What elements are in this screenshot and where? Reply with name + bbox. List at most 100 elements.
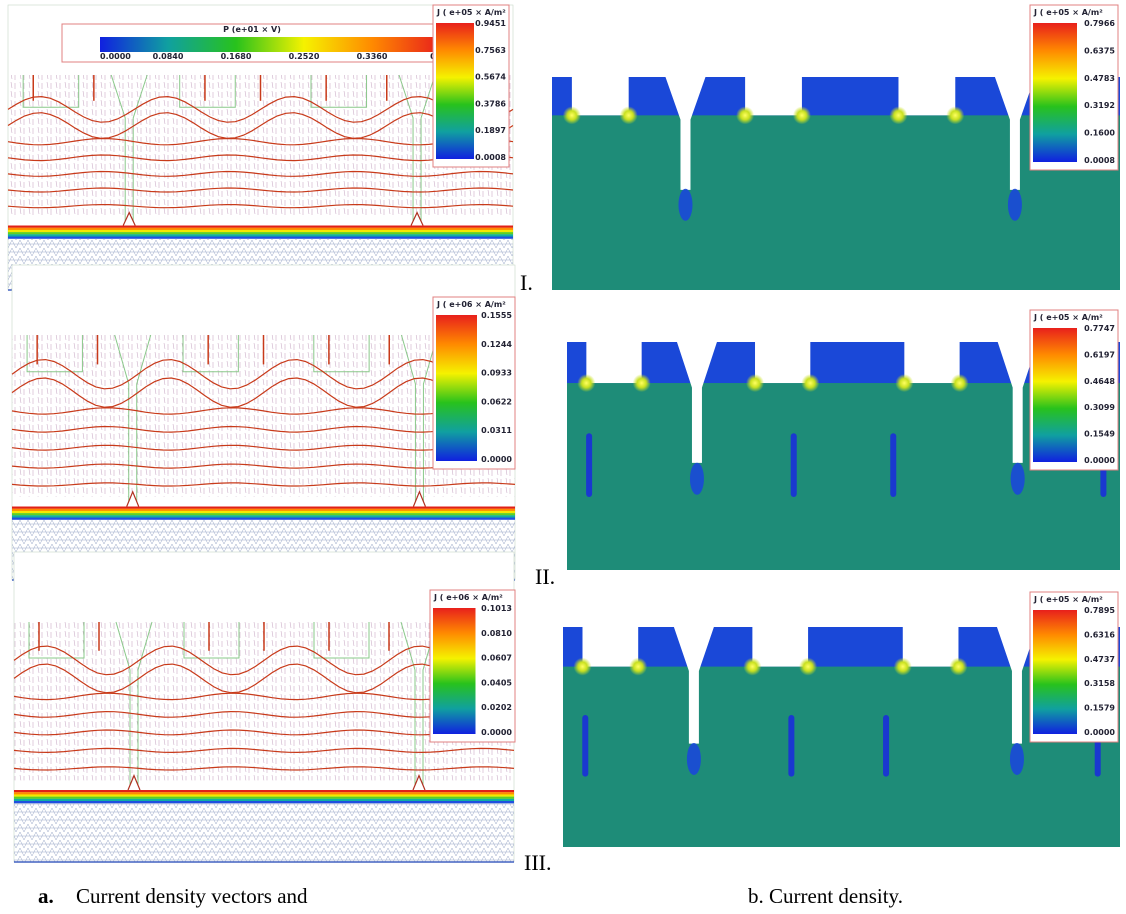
colorbar-gradient [1033, 23, 1077, 162]
colorbar-tick-label: 0.7895 [1084, 606, 1115, 615]
hot-spot [620, 106, 638, 124]
colorbar-title: J ( e+06 × A/m² [433, 593, 503, 602]
colorbar-tick-label: 0.0810 [481, 629, 512, 638]
potential-tick-label: 0.0000 [100, 52, 131, 61]
panel-label: I. [520, 270, 533, 295]
substrate-layer [8, 237, 513, 239]
colorbar-tick-label: 0.1579 [1084, 704, 1115, 713]
hot-spot [889, 106, 907, 124]
slot-tip [687, 743, 701, 775]
panel-label: III. [524, 850, 551, 875]
caption: b. Current density. [748, 884, 903, 908]
hot-spot [746, 374, 764, 392]
hot-spot [563, 106, 581, 124]
slot-tip [690, 463, 704, 495]
rod [788, 715, 794, 777]
gap [582, 627, 638, 667]
colorbar-tick-label: 0.1549 [1084, 430, 1115, 439]
gap [898, 77, 955, 115]
colorbar-title: J ( e+05 × A/m² [1033, 313, 1103, 322]
rod [890, 433, 896, 497]
hot-spot [736, 106, 754, 124]
potential-gradient [100, 37, 440, 52]
substrate-layer [14, 797, 514, 799]
colorbar-tick-label: 0.0000 [481, 728, 512, 737]
gap [572, 77, 629, 115]
hot-spot [801, 374, 819, 392]
colorbar-gradient [1033, 610, 1077, 734]
mesh [14, 803, 514, 862]
substrate-layer [12, 515, 515, 517]
colorbar-tick-label: 0.0622 [481, 397, 512, 406]
colorbar-gradient [436, 315, 477, 461]
hot-spot [946, 106, 964, 124]
hot-spot [949, 658, 967, 676]
rod [883, 715, 889, 777]
substrate-layer [12, 513, 515, 515]
hot-spot [894, 658, 912, 676]
colorbar-tick-label: 0.0000 [1084, 728, 1115, 737]
substrate-layer [8, 232, 513, 234]
colorbar-tick-label: 0.1244 [481, 340, 512, 349]
substrate-layer [12, 507, 515, 509]
substrate-layer [8, 228, 513, 230]
potential-tick-label: 0.0840 [153, 52, 184, 61]
colorbar-gradient [436, 23, 474, 159]
colorbar-title: J ( e+05 × A/m² [436, 8, 506, 17]
colorbar-tick-label: 0.6197 [1084, 350, 1115, 359]
hot-spot [577, 374, 595, 392]
colorbar-tick-label: 0.6375 [1084, 46, 1115, 55]
colorbar-tick-label: 0.3099 [1084, 403, 1115, 412]
rod [791, 433, 797, 497]
colorbar-tick-label: 0.1013 [481, 604, 512, 613]
colorbar-tick-label: 0.3786 [475, 99, 506, 108]
hot-spot [629, 658, 647, 676]
hot-spot [743, 658, 761, 676]
gap [903, 627, 959, 667]
colorbar-tick-label: 0.0000 [481, 455, 512, 464]
substrate-layer [12, 511, 515, 513]
hot-spot [799, 658, 817, 676]
slot-tip [1011, 463, 1025, 495]
colorbar-title: J ( e+05 × A/m² [1033, 8, 1103, 17]
colorbar-title: J ( e+05 × A/m² [1033, 595, 1103, 604]
figure: I. II. III. a. Current density vectors a… [0, 0, 1126, 914]
substrate-layer [14, 792, 514, 794]
hot-spot [895, 374, 913, 392]
colorbar-tick-label: 0.7966 [1084, 19, 1115, 28]
hot-spot [793, 106, 811, 124]
potential-tick-label: 0.3360 [357, 52, 388, 61]
colorbar-gradient [1033, 328, 1077, 462]
colorbar-tick-label: 0.0311 [481, 426, 512, 435]
substrate-layer [14, 801, 514, 803]
colorbar-tick-label: 0.1897 [475, 126, 506, 135]
gap [586, 342, 641, 383]
caption-marker: a. [38, 884, 54, 908]
gap [755, 342, 810, 383]
colorbar-tick-label: 0.1600 [1084, 129, 1115, 138]
gap [752, 627, 808, 667]
potential-tick-label: 0.2520 [289, 52, 320, 61]
colorbar-tick-label: 0.0607 [481, 654, 512, 663]
colorbar-tick-label: 0.6316 [1084, 630, 1115, 639]
hot-spot [573, 658, 591, 676]
substrate-layer [12, 509, 515, 511]
colorbar-tick-label: 0.0933 [481, 369, 512, 378]
gap [745, 77, 802, 115]
colorbar-tick-label: 0.3158 [1084, 679, 1115, 688]
rod [586, 433, 592, 497]
colorbar-tick-label: 0.0008 [475, 153, 506, 162]
caption: Current density vectors and [76, 884, 308, 908]
colorbar-tick-label: 0.1555 [481, 311, 512, 320]
substrate-layer [14, 790, 514, 792]
colorbar-tick-label: 0.0000 [1084, 456, 1115, 465]
colorbar-tick-label: 0.4783 [1084, 74, 1115, 83]
colorbar-tick-label: 0.3192 [1084, 101, 1115, 110]
colorbar-tick-label: 0.5674 [475, 73, 506, 82]
substrate-layer [14, 799, 514, 801]
colorbar-tick-label: 0.4737 [1084, 655, 1115, 664]
slot-tip [678, 189, 692, 221]
substrate-layer [8, 234, 513, 236]
potential-tick-label: 0.1680 [221, 52, 252, 61]
substrate-layer [8, 230, 513, 232]
